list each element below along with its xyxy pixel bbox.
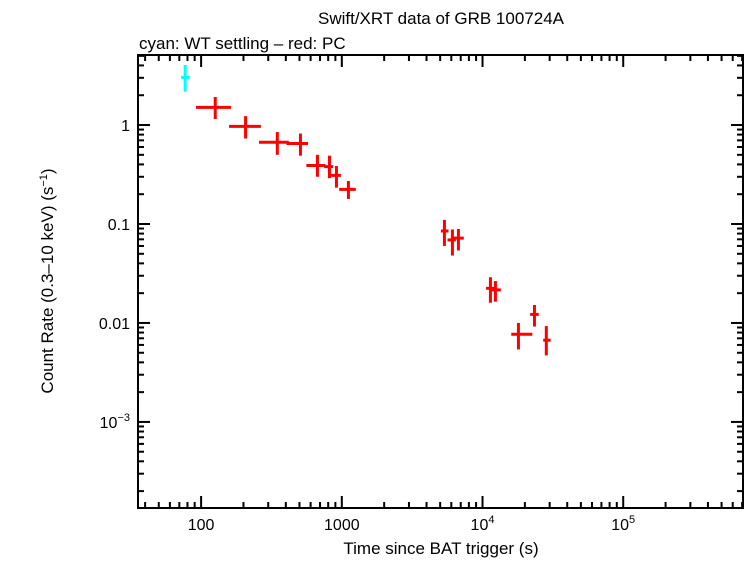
data-point [530, 304, 539, 327]
data-point [486, 277, 495, 303]
data-point [324, 155, 334, 179]
x-tick-label: 100 [188, 517, 215, 534]
data-point [511, 322, 533, 350]
data-point [306, 154, 326, 177]
data-point [181, 65, 190, 92]
y-tick-label: 0.01 [99, 316, 130, 333]
data-point [490, 281, 501, 302]
series-wt-settling [181, 65, 190, 92]
chart-title: Swift/XRT data of GRB 100724A [318, 9, 565, 28]
data-point [543, 326, 551, 356]
data-point [259, 132, 289, 155]
y-tick-label: 1 [121, 118, 130, 135]
data-point [339, 180, 356, 199]
series-pc [196, 96, 551, 356]
chart-subtitle: cyan: WT settling – red: PC [139, 34, 346, 53]
y-tick-label: 10−3 [100, 412, 130, 432]
data-point [229, 116, 261, 139]
x-tick-label: 1000 [324, 517, 360, 534]
data-point [330, 166, 341, 188]
x-tick-label: 104 [471, 514, 495, 534]
x-axis-label: Time since BAT trigger (s) [343, 539, 538, 558]
data-point [286, 133, 309, 156]
data-point [440, 219, 449, 246]
data-point [447, 229, 456, 256]
y-tick-label: 0.1 [108, 217, 130, 234]
data-point [196, 96, 231, 120]
plot-frame [137, 54, 744, 509]
data-point [453, 229, 464, 251]
x-tick-label: 105 [611, 514, 635, 534]
y-axis-label: Count Rate (0.3–10 keV) (s−1) [38, 168, 57, 393]
